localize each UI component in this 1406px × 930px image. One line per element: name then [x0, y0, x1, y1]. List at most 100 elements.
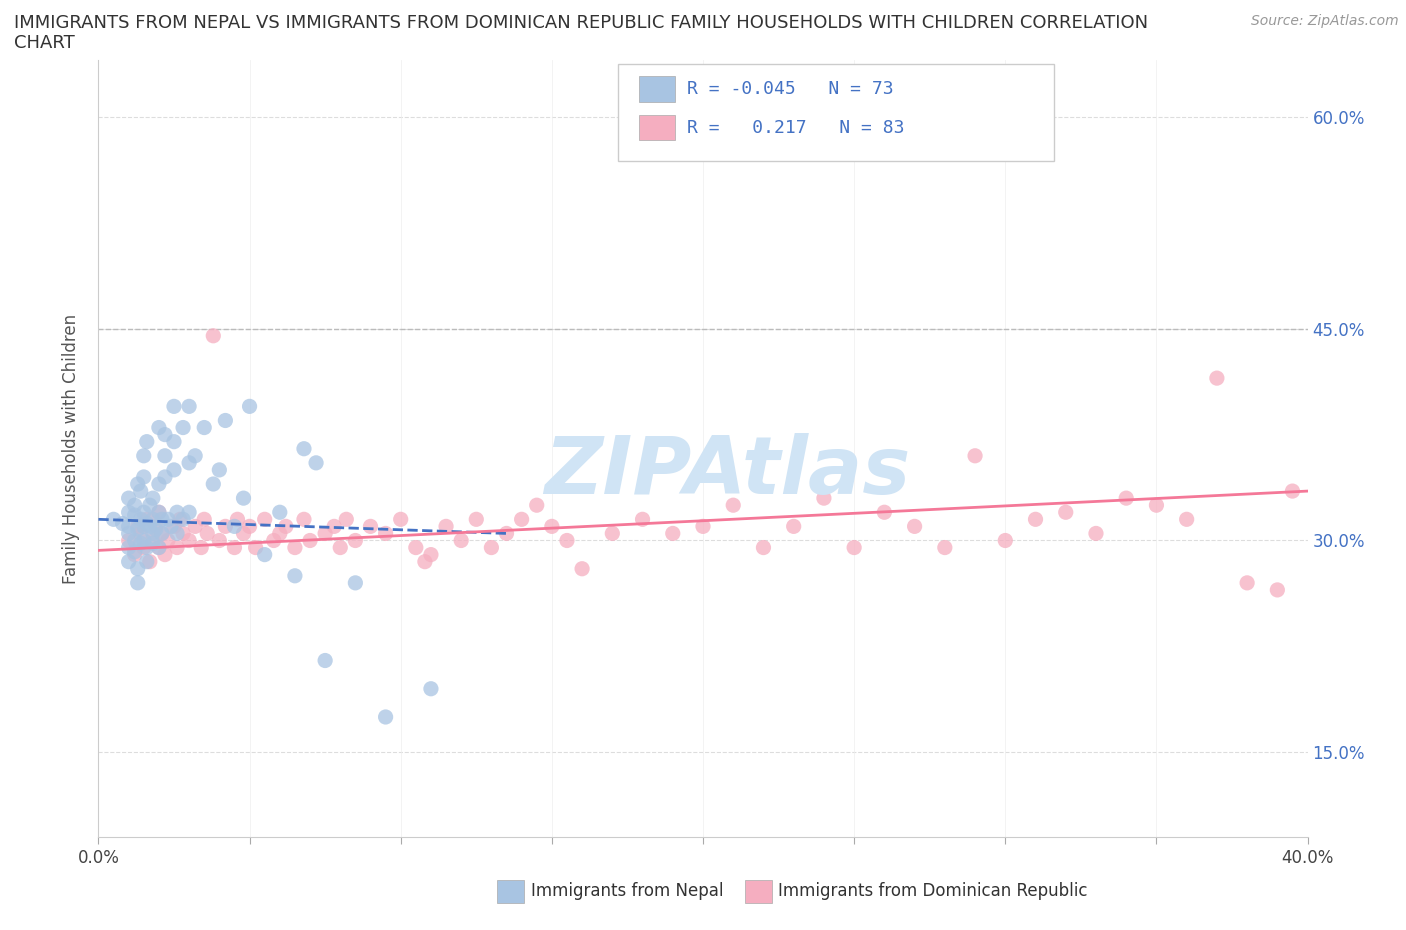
Point	[156, 512, 179, 526]
Point	[163, 519, 186, 534]
Point	[253, 512, 276, 526]
Point	[148, 540, 170, 555]
Point	[179, 533, 201, 548]
Point	[374, 526, 396, 541]
Text: Source: ZipAtlas.com: Source: ZipAtlas.com	[1251, 14, 1399, 28]
Point	[129, 536, 152, 551]
Point	[129, 484, 152, 498]
Point	[752, 540, 775, 555]
Point	[135, 540, 157, 555]
Point	[148, 505, 170, 520]
Point	[166, 505, 188, 520]
Point	[813, 491, 835, 506]
Point	[232, 526, 254, 541]
Point	[129, 526, 152, 541]
Point	[190, 540, 212, 555]
Point	[420, 547, 443, 562]
Point	[1267, 582, 1289, 597]
Point	[450, 533, 472, 548]
Point	[150, 526, 173, 541]
Point	[139, 498, 162, 512]
Point	[148, 420, 170, 435]
Point	[226, 512, 249, 526]
Point	[139, 554, 162, 569]
Point	[434, 519, 457, 534]
Point	[1236, 576, 1258, 591]
Point	[1144, 498, 1167, 512]
Point	[132, 448, 155, 463]
Bar	[638, 114, 675, 140]
Point	[723, 498, 745, 512]
Point	[124, 547, 146, 562]
Point	[163, 462, 186, 477]
Point	[274, 519, 297, 534]
Point	[118, 526, 141, 541]
Point	[1085, 526, 1108, 541]
Text: Immigrants from Nepal: Immigrants from Nepal	[531, 883, 724, 900]
Point	[360, 519, 382, 534]
Bar	[638, 76, 675, 101]
Point	[1115, 491, 1137, 506]
Point	[965, 448, 987, 463]
Point	[166, 526, 188, 541]
Point	[172, 512, 194, 526]
Point	[150, 526, 173, 541]
Point	[135, 554, 157, 569]
Point	[118, 533, 141, 548]
Point	[1281, 484, 1303, 498]
Point	[844, 540, 866, 555]
Point	[904, 519, 927, 534]
Point	[179, 399, 201, 414]
Point	[142, 491, 165, 506]
Point	[172, 420, 194, 435]
Point	[571, 562, 593, 577]
Point	[179, 505, 201, 520]
Point	[329, 540, 352, 555]
Point	[135, 512, 157, 526]
Text: Immigrants from Dominican Republic: Immigrants from Dominican Republic	[778, 883, 1087, 900]
Point	[314, 526, 336, 541]
Point	[169, 512, 191, 526]
Point	[118, 519, 141, 534]
Point	[495, 526, 517, 541]
Point	[139, 519, 162, 534]
Point	[127, 519, 149, 534]
Text: ZIPAtlas: ZIPAtlas	[544, 433, 910, 511]
Point	[314, 653, 336, 668]
Point	[160, 519, 183, 534]
Point	[269, 505, 291, 520]
Point	[124, 498, 146, 512]
Point	[145, 522, 167, 537]
Point	[465, 512, 488, 526]
Point	[344, 576, 367, 591]
Point	[148, 540, 170, 555]
Point	[132, 519, 155, 534]
Point	[103, 512, 125, 526]
Point	[413, 554, 436, 569]
Point	[142, 533, 165, 548]
Point	[253, 547, 276, 562]
Point	[239, 399, 262, 414]
Bar	[498, 880, 524, 903]
Point	[934, 540, 956, 555]
Point	[214, 519, 236, 534]
Text: IMMIGRANTS FROM NEPAL VS IMMIGRANTS FROM DOMINICAN REPUBLIC FAMILY HOUSEHOLDS WI: IMMIGRANTS FROM NEPAL VS IMMIGRANTS FROM…	[14, 14, 1149, 32]
Point	[118, 554, 141, 569]
Point	[783, 519, 806, 534]
Text: R = -0.045   N = 73: R = -0.045 N = 73	[688, 80, 894, 98]
Point	[510, 512, 533, 526]
Point	[135, 516, 157, 531]
Point	[127, 576, 149, 591]
Point	[118, 540, 141, 555]
Point	[389, 512, 412, 526]
Point	[269, 526, 291, 541]
Point	[299, 533, 322, 548]
Point	[111, 516, 134, 531]
Point	[184, 519, 207, 534]
Point	[127, 522, 149, 537]
Point	[179, 456, 201, 471]
Point	[202, 328, 225, 343]
Point	[692, 519, 714, 534]
Point	[195, 526, 218, 541]
Point	[224, 519, 246, 534]
